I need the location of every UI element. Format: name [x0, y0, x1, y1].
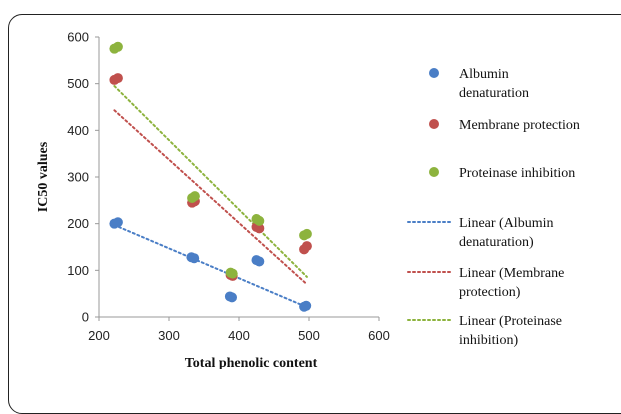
point-proteinase-inhibition: [189, 191, 200, 202]
point-membrane-protection: [254, 223, 265, 234]
plot-area: 0 100 200 300 400 500 600 200 300 400 500 600: [67, 30, 390, 344]
legend-label-albumin-denaturation: Albumin: [459, 67, 509, 82]
legend-label-proteinase-inhibition: Proteinase inhibition: [459, 166, 575, 181]
x-tick-labels: 200 300 400 500 600: [88, 317, 390, 343]
legend-label-linear-proteinase-inhibition: Linear (Proteinase: [459, 314, 562, 329]
x-tick-label: 300: [158, 328, 180, 343]
data-points: [109, 41, 312, 312]
legend-marker-albumin-denaturation: [429, 68, 439, 78]
legend-label-linear-membrane-protection: protection): [459, 285, 521, 300]
legend-marker-proteinase-inhibition: [429, 167, 439, 177]
point-albumin-denaturation: [112, 217, 123, 228]
y-tick-label: 600: [67, 30, 89, 45]
x-tick-label: 500: [298, 328, 320, 343]
y-tick-label: 300: [67, 170, 89, 185]
x-tick-label: 200: [88, 328, 110, 343]
legend-label-albumin-denaturation: denaturation: [459, 86, 529, 101]
legend-label-linear-membrane-protection: Linear (Membrane: [459, 266, 564, 281]
x-axis-title: Total phenolic content: [185, 356, 318, 369]
x-tick-label: 400: [228, 328, 250, 343]
point-albumin-denaturation: [227, 292, 237, 303]
legend-label-linear-proteinase-inhibition: inhibition): [459, 333, 518, 348]
point-proteinase-inhibition: [112, 41, 123, 52]
point-proteinase-inhibition: [254, 215, 265, 226]
point-proteinase-inhibition: [301, 228, 312, 239]
legend-label-linear-albumin-denaturation: denaturation): [459, 235, 534, 250]
y-tick-label: 0: [82, 310, 89, 325]
point-albumin-denaturation: [254, 256, 265, 267]
legend-label-membrane-protection: Membrane protection: [459, 118, 580, 133]
legend-marker-membrane-protection: [429, 119, 439, 129]
legend-label-linear-albumin-denaturation: Linear (Albumin: [459, 216, 553, 231]
point-proteinase-inhibition: [227, 268, 238, 279]
trendline-linear-proteinase-inhibition: [113, 85, 308, 278]
trendline-linear-membrane-protection: [113, 109, 308, 286]
y-tick-labels: 0 100 200 300 400 500 600: [67, 30, 99, 325]
y-tick-label: 400: [67, 123, 89, 138]
point-albumin-denaturation: [301, 300, 312, 311]
point-membrane-protection: [301, 241, 312, 252]
point-albumin-denaturation: [189, 253, 200, 264]
scatter-chart: 0 100 200 300 400 500 600 200 300 400 500 600 Tota…: [36, 30, 580, 370]
point-membrane-protection: [112, 73, 123, 84]
trendlines: [113, 85, 308, 309]
trendline-linear-albumin-denaturation: [113, 224, 308, 309]
y-axis-title: IC50 values: [36, 141, 51, 212]
y-tick-label: 200: [67, 216, 89, 231]
legend: Albumin denaturation Membrane protection Pr…: [407, 67, 580, 348]
y-tick-label: 500: [67, 76, 89, 91]
x-tick-label: 600: [368, 328, 390, 343]
y-tick-label: 100: [67, 263, 89, 278]
